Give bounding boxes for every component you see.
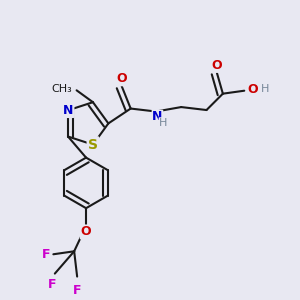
Text: O: O — [212, 59, 222, 72]
Text: H: H — [159, 118, 168, 128]
Text: N: N — [63, 104, 73, 117]
Text: F: F — [73, 284, 81, 297]
Text: O: O — [116, 72, 127, 85]
Text: N: N — [152, 110, 163, 123]
Text: S: S — [88, 138, 98, 152]
Text: O: O — [247, 83, 258, 96]
Text: O: O — [81, 226, 92, 238]
Text: H: H — [261, 84, 269, 94]
Text: F: F — [48, 278, 56, 291]
Text: CH₃: CH₃ — [51, 84, 72, 94]
Text: F: F — [42, 248, 50, 261]
